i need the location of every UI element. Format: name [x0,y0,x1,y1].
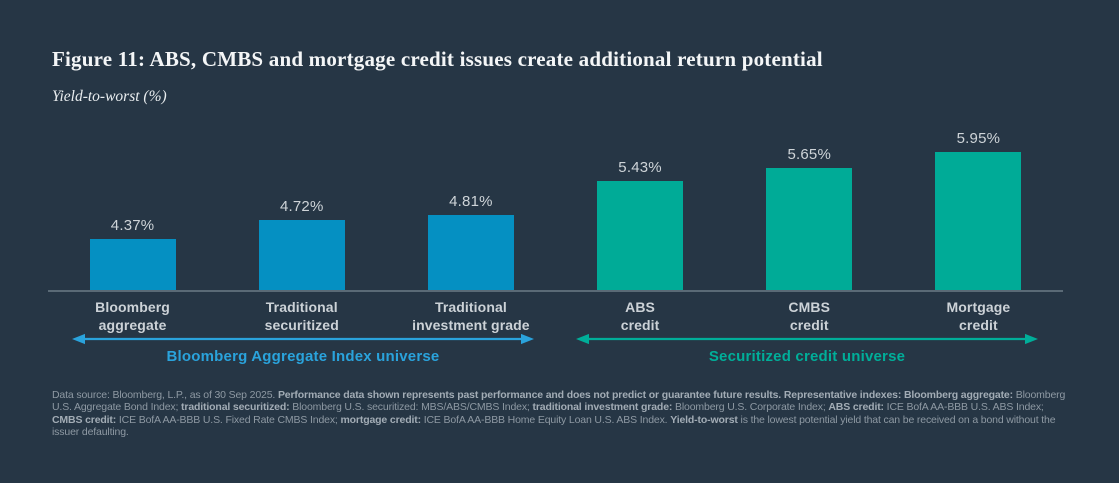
group-label-securitized-credit: Securitized credit universe [708,348,906,365]
bar-cell: 4.37% [48,217,217,290]
category-label: Traditional investment grade [412,299,530,333]
bar-value-label: 5.95% [956,129,1001,147]
bar-cell: 5.95% [894,130,1063,290]
bar-cell: 5.43% [556,159,725,290]
footnote-segment: ICE BofA AA-BBB U.S. ABS Index; [883,401,1044,414]
footnote-segment: ICE BofA AA-BBB Home Equity Loan U.S. AB… [420,413,671,426]
double-arrow-right-icon [576,333,1038,345]
bar-cell: 4.72% [217,198,386,290]
group-securitized-credit-universe: Securitized credit universe [575,333,1039,365]
x-axis-line [48,290,1063,292]
category-labels-row: Bloomberg aggregate Traditional securitiz… [48,298,1063,334]
footnote-segment: ICE BofA AA-BBB U.S. Fixed Rate CMBS Ind… [116,413,341,426]
bar [89,238,176,290]
bar-chart: 4.37% 4.72% 4.81% 5.43% 5.65% 5.95% Bloomberg… [48,118,1063,334]
bar [258,219,345,290]
category-label: CMBS credit [788,299,831,333]
double-arrow-left-icon [72,333,534,345]
bars-area: 4.37% 4.72% 4.81% 5.43% 5.65% 5.95% [48,118,1063,290]
bar-value-label: 4.81% [449,192,493,210]
footnote-segment: Performance data shown represents past p… [277,389,1013,401]
footnote-segment: Data source: Bloomberg, L.P., as of 30 S… [52,389,278,401]
figure-subtitle: Yield-to-worst (%) [52,88,167,105]
bar-cell: 4.81% [386,193,555,290]
category-label: Bloomberg aggregate [95,299,170,333]
bar [766,168,853,290]
footnote-segment: Bloomberg U.S. Corporate Index; [672,401,829,414]
bar [597,180,684,290]
category-label: Mortgage credit [946,299,1011,333]
bar-value-label: 4.72% [279,197,324,215]
bar-value-label: 4.37% [110,216,155,234]
footnote-segment: Bloomberg U.S. securitized: MBS/ABS/CMBS… [289,401,533,414]
category-label: Traditional securitized [264,299,339,333]
footnote-segment: traditional investment grade: [532,401,673,414]
footnote-segment: ABS credit: [828,401,884,414]
footnote-segment: mortgage credit: [340,413,421,426]
bar [935,151,1022,290]
bar [427,214,514,290]
footnote-segment: CMBS credit: [52,413,117,426]
footnote-segment: Bloomberg U.S. Aggregate Bond Index; [52,389,1066,414]
figure-title: Figure 11: ABS, CMBS and mortgage credit… [52,47,823,71]
bar-cell: 5.65% [725,146,894,290]
group-bloomberg-aggregate-universe: Bloomberg Aggregate Index universe [71,333,535,365]
category-label: ABS credit [620,299,660,333]
footnote-segment: Yield-to-worst [670,413,738,426]
footnote: Data source: Bloomberg, L.P., as of 30 S… [52,389,1067,438]
group-label-bloomberg-aggregate: Bloomberg Aggregate Index universe [166,348,440,365]
footnote-segment: is the lowest potential yield that can b… [52,413,1056,438]
footnote-segment: traditional securitized: [181,401,290,414]
bar-value-label: 5.65% [787,146,832,164]
bar-value-label: 5.43% [618,158,662,176]
